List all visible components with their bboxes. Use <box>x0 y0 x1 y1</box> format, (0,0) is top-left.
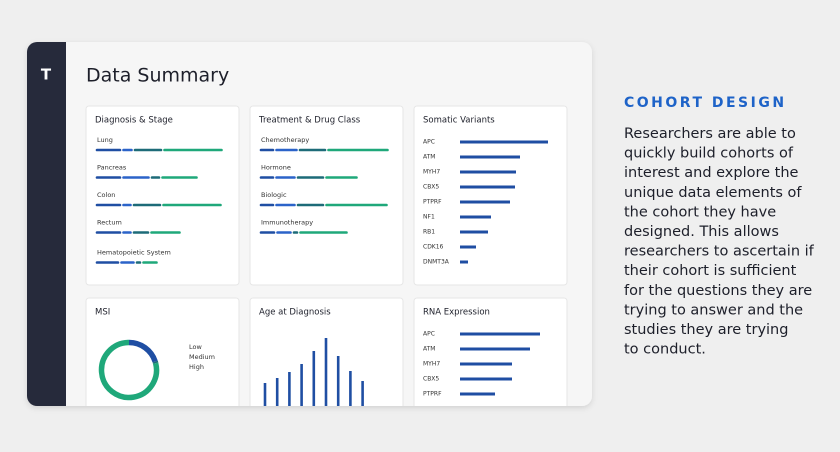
aside-line: studies they are trying <box>624 322 788 338</box>
bar-label: MYH7 <box>423 361 440 368</box>
legend-label: High <box>189 363 204 371</box>
bar-label: APC <box>423 331 435 338</box>
panel-title: RNA Expression <box>423 308 490 318</box>
aside-line: interest and explore the <box>624 165 799 181</box>
bar-label: NF1 <box>423 214 435 221</box>
bar-label: CDK16 <box>423 244 444 251</box>
aside-line: trying to answer and the <box>624 302 803 318</box>
aside-line: researchers to ascertain if <box>624 244 815 260</box>
legend-label: Medium <box>189 353 215 361</box>
legend-label: Low <box>189 343 202 351</box>
panel-title: Treatment & Drug Class <box>258 116 361 126</box>
row-label: Biologic <box>261 191 287 199</box>
bar-label: MYH7 <box>423 169 440 176</box>
row-label: Lung <box>97 136 113 144</box>
bar-label: RB1 <box>423 229 435 236</box>
aside-line: for the questions they are <box>624 283 812 299</box>
sidebar <box>27 42 66 406</box>
bar-label: CBX5 <box>423 184 439 191</box>
bar-label: ATM <box>423 346 435 353</box>
bar-label: PTPRF <box>423 199 442 206</box>
aside-line: quickly build cohorts of <box>624 146 794 162</box>
aside-line: the cohort they have <box>624 204 776 220</box>
panel-title: Somatic Variants <box>423 116 495 126</box>
panel-title: MSI <box>95 308 110 318</box>
aside-line: to conduct. <box>624 342 706 358</box>
row-label: Rectum <box>97 219 122 227</box>
aside-line: their cohort is sufficient <box>624 263 797 279</box>
row-label: Hematopoietic System <box>97 249 171 257</box>
panel-title: Diagnosis & Stage <box>95 116 173 126</box>
row-label: Colon <box>97 191 115 199</box>
bar-label: CBX5 <box>423 376 439 383</box>
row-label: Pancreas <box>97 164 127 172</box>
bar-label: PTPRF <box>423 391 442 398</box>
row-label: Chemotherapy <box>261 136 309 144</box>
aside-heading: COHORT DESIGN <box>624 95 787 111</box>
aside-line: Researchers are able to <box>624 126 796 142</box>
row-label: Immunotherapy <box>261 219 313 227</box>
logo: T <box>41 66 52 84</box>
aside-line: designed. This allows <box>624 224 779 240</box>
bar-label: DNMT3A <box>423 259 450 266</box>
row-label: Hormone <box>261 164 291 172</box>
panel-title: Age at Diagnosis <box>259 308 331 318</box>
aside-line: unique data elements of <box>624 185 802 201</box>
dashboard-title: Data Summary <box>86 65 229 87</box>
bar-label: APC <box>423 139 435 146</box>
panel <box>86 298 239 428</box>
bar-label: ATM <box>423 154 435 161</box>
